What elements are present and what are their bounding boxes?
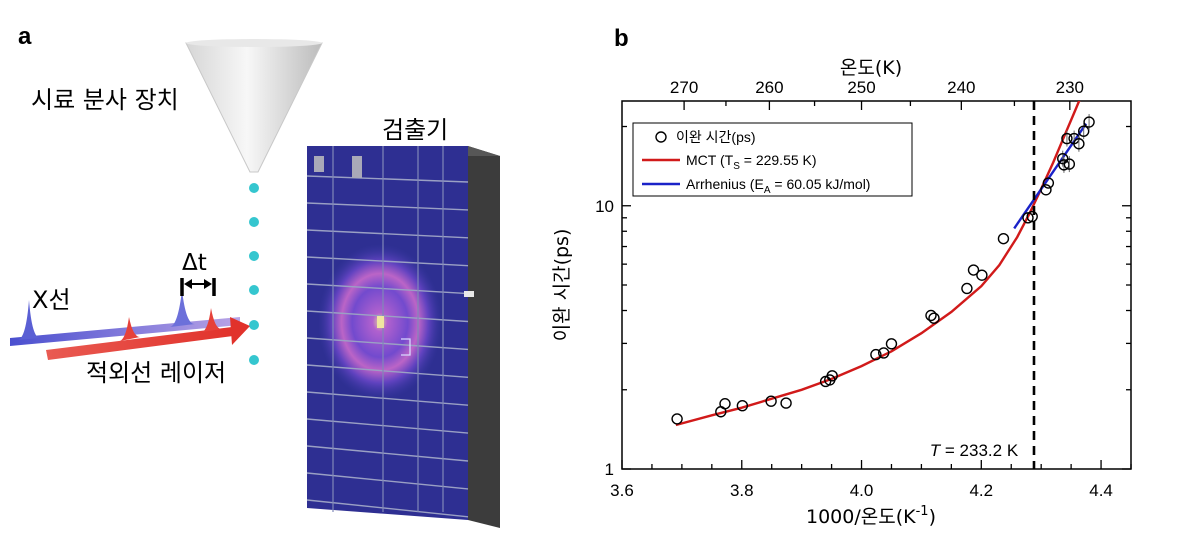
top-axis-title: 온도(K) — [840, 57, 902, 79]
laser-label: 적외선 레이저 — [86, 359, 226, 387]
data-point — [962, 283, 972, 293]
droplet — [249, 183, 259, 193]
panel-a-illustration: a 시료 분사 장치 검출기 X선 — [10, 23, 500, 528]
data-point — [998, 234, 1008, 244]
data-point — [720, 399, 730, 409]
detector-tab — [352, 156, 362, 178]
panel-b-chart: b 온도(K) 3.6 3.8 4.0 4.2 4.4 1 10 270 260 250 240… — [551, 25, 1131, 528]
sample-injector-cone — [186, 43, 322, 172]
y-tick-label: 10 — [595, 197, 614, 216]
panel-b-label: b — [614, 25, 629, 52]
data-point — [781, 398, 791, 408]
x-tick-labels: 3.6 3.8 4.0 4.2 4.4 — [610, 481, 1113, 500]
data-point — [926, 310, 936, 320]
droplet — [249, 355, 259, 365]
top-tick-label: 260 — [755, 78, 783, 97]
xray-label: X선 — [32, 286, 71, 314]
droplet — [249, 217, 259, 227]
delay-label: Δt — [182, 250, 207, 276]
top-tick-labels: 270 260 250 240 230 — [670, 78, 1084, 97]
figure-canvas: a 시료 분사 장치 검출기 X선 — [0, 0, 1200, 548]
x-tick-label: 3.6 — [610, 481, 634, 500]
x-tick-label: 4.0 — [850, 481, 874, 500]
detector-tab — [314, 156, 324, 172]
droplet — [249, 285, 259, 295]
legend-marker-points — [656, 132, 666, 142]
data-point — [977, 270, 987, 280]
x-axis-title: 1000/온도(K-1) — [806, 504, 936, 528]
x-tick-label: 3.8 — [730, 481, 754, 500]
beam-stop — [377, 316, 384, 328]
cone-rim — [186, 39, 322, 47]
x-tick-label: 4.4 — [1089, 481, 1113, 500]
droplet — [249, 320, 259, 330]
detector-side — [468, 146, 500, 528]
top-tick-label: 240 — [947, 78, 975, 97]
data-point — [672, 414, 682, 424]
data-point — [1041, 185, 1051, 195]
temperature-annotation: T = 233.2 K — [930, 441, 1019, 460]
delay-arrow — [182, 278, 214, 296]
data-point — [929, 313, 939, 323]
droplet — [249, 251, 259, 261]
detector-connector — [464, 291, 474, 297]
droplet-stream — [249, 183, 259, 365]
y-tick-labels: 1 10 — [595, 197, 614, 479]
top-tick-label: 230 — [1056, 78, 1084, 97]
legend-label-points: 이완 시간(ps) — [676, 129, 756, 145]
y-tick-label: 1 — [605, 460, 614, 479]
detector — [307, 146, 500, 528]
y-axis-title: 이완 시간(ps) — [551, 229, 573, 342]
detector-label: 검출기 — [382, 116, 448, 144]
legend: 이완 시간(ps) MCT (TS = 229.55 K) Arrhenius … — [633, 123, 912, 196]
panel-a-label: a — [18, 23, 32, 50]
x-tick-label: 4.2 — [969, 481, 993, 500]
top-tick-label: 250 — [847, 78, 875, 97]
data-point — [886, 339, 896, 349]
sample-injector-label: 시료 분사 장치 — [31, 86, 179, 114]
top-tick-label: 270 — [670, 78, 698, 97]
